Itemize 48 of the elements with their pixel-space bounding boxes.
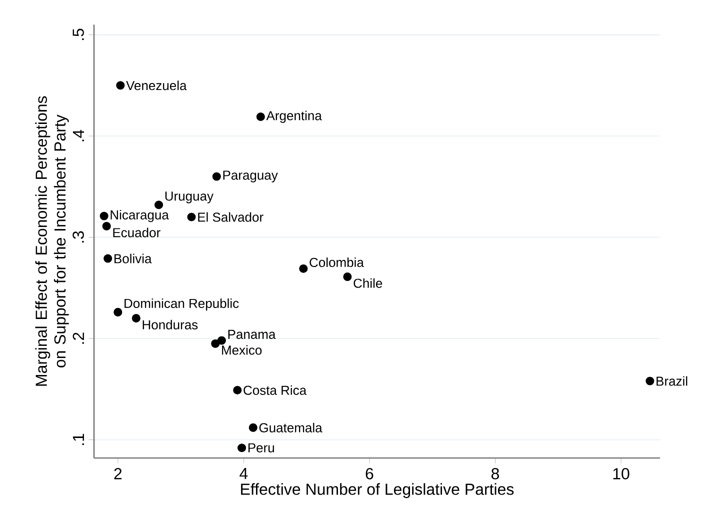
annotation: Venezuela xyxy=(126,80,187,90)
annotation: Chile xyxy=(354,278,382,288)
x-tick-label: 4 xyxy=(240,468,248,480)
x-axis-title: Effective Number of Legislative Parties xyxy=(241,483,514,498)
point xyxy=(104,254,112,263)
point xyxy=(248,423,258,432)
annotation: Costa Rica xyxy=(244,385,307,395)
point xyxy=(187,212,196,222)
x-tick-label: 2 xyxy=(114,468,122,480)
annotation: Peru xyxy=(248,443,274,452)
y-tick-label: .2 xyxy=(72,332,84,344)
y-tick-label: .4 xyxy=(72,130,84,142)
y-tick-label: .5 xyxy=(72,28,84,40)
point xyxy=(343,272,352,282)
annotation: Guatemala xyxy=(259,422,322,432)
x-tick-label: 8 xyxy=(491,468,499,480)
point xyxy=(299,264,308,273)
annotation: Nicaragua xyxy=(110,210,169,222)
point xyxy=(116,81,125,90)
annotation: Argentina xyxy=(266,110,322,123)
point xyxy=(154,200,164,210)
annotation: Dominican Republic xyxy=(124,298,239,311)
annotation: Paraguay xyxy=(223,170,278,182)
annotation: Ecuador xyxy=(113,228,160,238)
annotation: Panama xyxy=(228,330,276,339)
y-tick-label: .1 xyxy=(72,434,84,445)
x-tick-label: 6 xyxy=(366,468,374,480)
point xyxy=(114,308,122,316)
point xyxy=(211,339,220,348)
annotation: El Salvador xyxy=(198,212,264,222)
annotation: Colombia xyxy=(310,258,364,268)
point xyxy=(217,336,226,345)
annotation: Bolivia xyxy=(114,254,152,264)
point xyxy=(233,386,242,394)
y-axis-title: Marginal Effect of Economic Perceptions on Support for the Incumbent Party xyxy=(35,96,69,386)
point xyxy=(212,172,221,181)
point xyxy=(238,444,246,452)
annotation: Honduras xyxy=(142,320,198,330)
point xyxy=(102,222,111,230)
x-tick-label: 10 xyxy=(613,468,630,480)
annotation: Mexico xyxy=(222,345,262,355)
point xyxy=(256,112,265,122)
y-tick-label: .3 xyxy=(72,231,84,242)
point xyxy=(100,212,108,220)
point xyxy=(646,376,654,386)
annotation: Brazil xyxy=(656,376,688,386)
annotation: Uruguay xyxy=(165,192,214,204)
point xyxy=(132,314,140,323)
